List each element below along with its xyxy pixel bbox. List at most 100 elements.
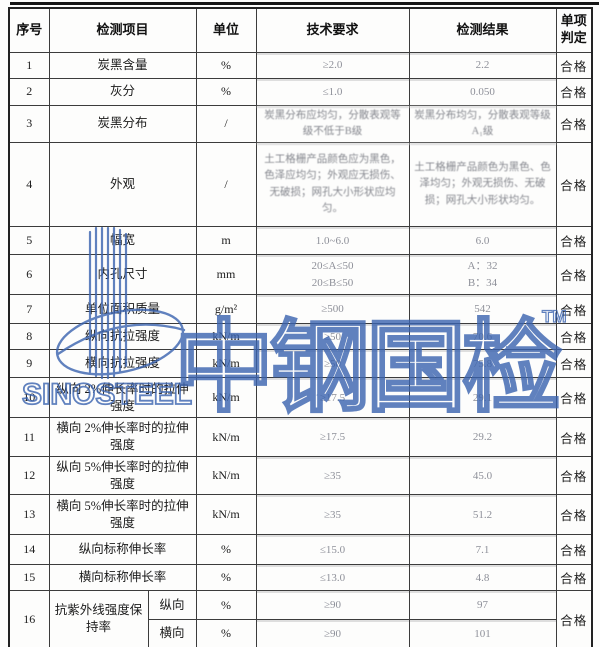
cell-result: A：32 B：34 xyxy=(408,254,557,296)
cell-no: 14 xyxy=(8,534,50,566)
header-row: 序号 检测项目 单位 技术要求 检测结果 单项判定 xyxy=(8,7,593,53)
table-row: 9 横向抗拉强度 kN/m ≥50 75.8 合格 xyxy=(8,349,593,379)
cell-unit: % xyxy=(195,51,257,79)
cell-judgment: 合格 xyxy=(555,294,593,325)
cell-result: 542 xyxy=(408,294,557,325)
cell-result: 4.8 xyxy=(408,564,557,592)
cell-result: 70.6 xyxy=(408,323,557,351)
cell-item: 纵向 5%伸长率时的拉伸强度 xyxy=(48,456,197,496)
cell-unit: / xyxy=(195,142,257,228)
cell-item: 横向 2%伸长率时的拉伸强度 xyxy=(48,417,197,458)
cell-requirement: 20≤A≤50 20≤B≤50 xyxy=(255,254,410,296)
header-no: 序号 xyxy=(8,7,50,53)
cell-requirement: ≥17.5 xyxy=(255,377,410,419)
cell-unit: kN/m xyxy=(195,494,257,536)
cell-result: 101 xyxy=(408,619,557,647)
cell-result: 7.1 xyxy=(408,534,557,566)
cell-direction: 纵向 xyxy=(147,590,197,621)
table-row: 8 纵向抗拉强度 kN/m ≥50 70.6 合格 xyxy=(8,323,593,351)
cell-no: 2 xyxy=(8,77,50,106)
cell-direction: 横向 xyxy=(147,619,197,647)
cell-item: 横向 5%伸长率时的拉伸强度 xyxy=(48,494,197,536)
cell-unit: / xyxy=(195,104,257,144)
table-row: 14 纵向标称伸长率 % ≤15.0 7.1 合格 xyxy=(8,534,593,566)
cell-judgment: 合格 xyxy=(555,51,593,79)
cell-no: 7 xyxy=(8,294,50,325)
cell-judgment: 合格 xyxy=(555,456,593,496)
cell-no: 3 xyxy=(8,104,50,144)
requirement-line: 20≤B≤50 xyxy=(311,276,354,289)
cell-result: 29.2 xyxy=(408,417,557,458)
cell-result: 51.2 xyxy=(408,494,557,536)
cell-no: 9 xyxy=(8,349,50,379)
cell-result: 6.0 xyxy=(408,226,557,256)
cell-requirement: ≥90 xyxy=(255,590,410,621)
table-row: 1 炭黑含量 % ≥2.0 2.2 合格 xyxy=(8,51,593,79)
cell-requirement: ≤1.0 xyxy=(255,77,410,106)
cell-item: 幅宽 xyxy=(48,226,197,256)
cell-item: 横向标称伸长率 xyxy=(48,564,197,592)
cell-unit: m xyxy=(195,226,257,256)
cell-no: 8 xyxy=(8,323,50,351)
cell-requirement: 土工格栅产品颜色应为黑色，色泽应均匀；外观应无损伤、无破损；网孔大小形状应均匀。 xyxy=(255,142,410,228)
cell-requirement: 炭黑分布应均匀，分散表观等级不低于B级 xyxy=(255,104,410,144)
cell-judgment: 合格 xyxy=(555,377,593,419)
table-row: 7 单位面积质量 g/m² ≥500 542 合格 xyxy=(8,294,593,325)
cell-requirement: ≤13.0 xyxy=(255,564,410,592)
cell-judgment: 合格 xyxy=(555,226,593,256)
table-row: 13 横向 5%伸长率时的拉伸强度 kN/m ≥35 51.2 合格 xyxy=(8,494,593,536)
cell-unit: g/m² xyxy=(195,294,257,325)
cell-no: 13 xyxy=(8,494,50,536)
table-row: 5 幅宽 m 1.0~6.0 6.0 合格 xyxy=(8,226,593,256)
result-line: A：32 xyxy=(467,260,498,273)
cell-requirement: ≥17.5 xyxy=(255,417,410,458)
table-row: 11 横向 2%伸长率时的拉伸强度 kN/m ≥17.5 29.2 合格 xyxy=(8,417,593,458)
table-row: 6 内孔尺寸 mm 20≤A≤50 20≤B≤50 A：32 B：34 合格 xyxy=(8,254,593,296)
top-rule xyxy=(10,2,599,5)
cell-judgment: 合格 xyxy=(555,417,593,458)
cell-requirement: ≥90 xyxy=(255,619,410,647)
cell-requirement: ≥50 xyxy=(255,349,410,379)
cell-no: 6 xyxy=(8,254,50,296)
cell-judgment: 合格 xyxy=(555,564,593,592)
cell-item: 内孔尺寸 xyxy=(48,254,197,296)
result-line: B：34 xyxy=(467,276,498,289)
header-judgment: 单项判定 xyxy=(555,7,593,53)
cell-requirement: ≥50 xyxy=(255,323,410,351)
cell-unit: kN/m xyxy=(195,323,257,351)
cell-result: 75.8 xyxy=(408,349,557,379)
requirement-line: 20≤A≤50 xyxy=(311,260,354,273)
cell-result: 2.2 xyxy=(408,51,557,79)
cell-no: 4 xyxy=(8,142,50,228)
table-row: 2 灰分 % ≤1.0 0.050 合格 xyxy=(8,77,593,106)
table-row: 4 外观 / 土工格栅产品颜色应为黑色，色泽应均匀；外观应无损伤、无破损；网孔大… xyxy=(8,142,593,228)
cell-no: 16 xyxy=(8,590,50,647)
cell-result: 炭黑分布均匀，分散表观等级 A₁级 xyxy=(408,104,557,144)
cell-judgment: 合格 xyxy=(555,590,593,647)
table-row: 10 纵向 2%伸长率时的拉伸强度 kN/m ≥17.5 29.1 合格 xyxy=(8,377,593,419)
cell-result: 土工格栅产品颜色为黑色、色泽均匀；外观无损伤、无破损；网孔大小形状均匀。 xyxy=(408,142,557,228)
cell-unit: % xyxy=(195,564,257,592)
cell-unit: kN/m xyxy=(195,417,257,458)
cell-no: 15 xyxy=(8,564,50,592)
cell-unit: % xyxy=(195,534,257,566)
cell-unit: % xyxy=(195,590,257,621)
cell-judgment: 合格 xyxy=(555,494,593,536)
cell-judgment: 合格 xyxy=(555,534,593,566)
header-item: 检测项目 xyxy=(48,7,197,53)
cell-judgment: 合格 xyxy=(555,142,593,228)
cell-item: 外观 xyxy=(48,142,197,228)
cell-result: 0.050 xyxy=(408,77,557,106)
cell-requirement: ≥35 xyxy=(255,494,410,536)
cell-judgment: 合格 xyxy=(555,349,593,379)
cell-result: 45.0 xyxy=(408,456,557,496)
cell-no: 1 xyxy=(8,51,50,79)
cell-judgment: 合格 xyxy=(555,254,593,296)
cell-judgment: 合格 xyxy=(555,77,593,106)
cell-item: 纵向抗拉强度 xyxy=(48,323,197,351)
cell-result: 29.1 xyxy=(408,377,557,419)
cell-requirement: ≥500 xyxy=(255,294,410,325)
table-row: 横向 % ≥90 101 xyxy=(9,619,592,647)
cell-item: 抗紫外线强度保持率 xyxy=(48,590,149,647)
